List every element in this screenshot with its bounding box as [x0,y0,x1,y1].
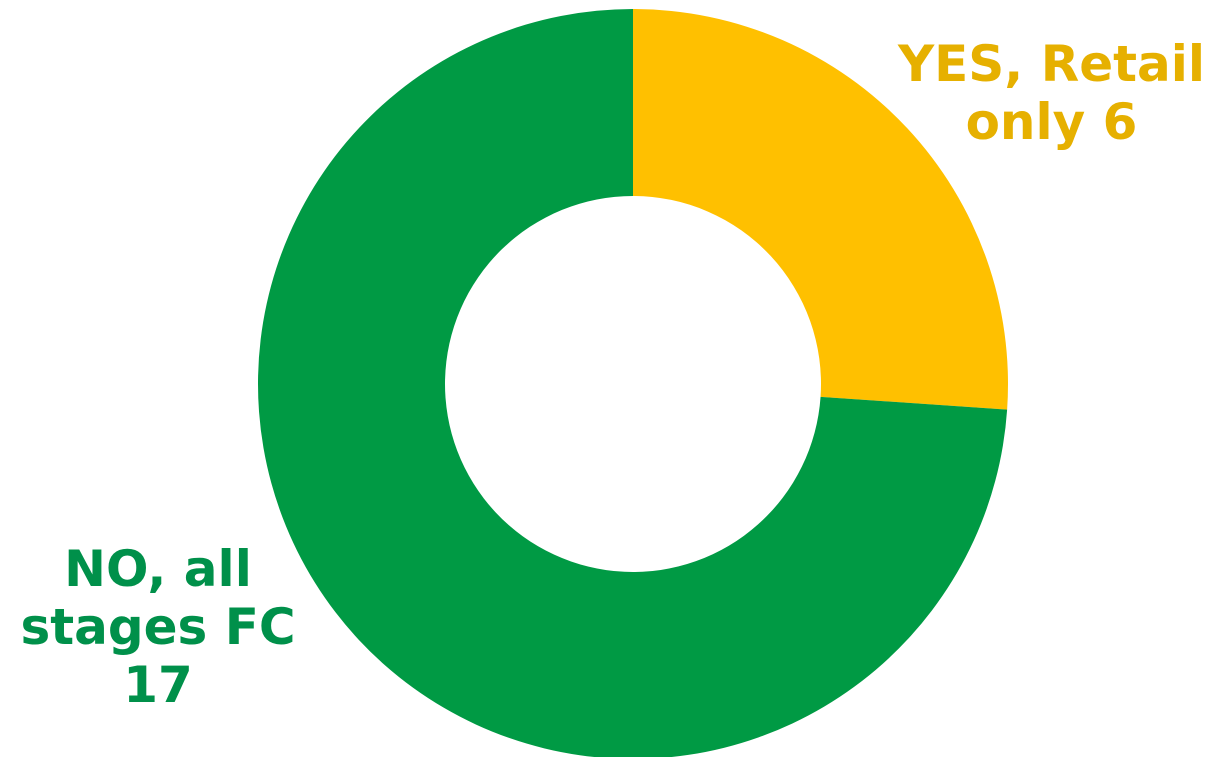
slice-label-no-line-3: 17 [123,656,193,714]
donut-slice-no [257,9,1008,760]
slice-label-yes-line-2: only 6 [965,93,1138,151]
slice-label-no: NO, all stages FC 17 [0,540,316,714]
slice-label-no-line-2: stages FC [20,598,296,656]
slice-label-no-line-1: NO, all [64,540,252,598]
donut-slice-yes [633,9,1008,410]
slice-label-yes-line-1: YES, Retail [897,35,1206,93]
slice-label-yes: YES, Retail only 6 [880,35,1223,151]
